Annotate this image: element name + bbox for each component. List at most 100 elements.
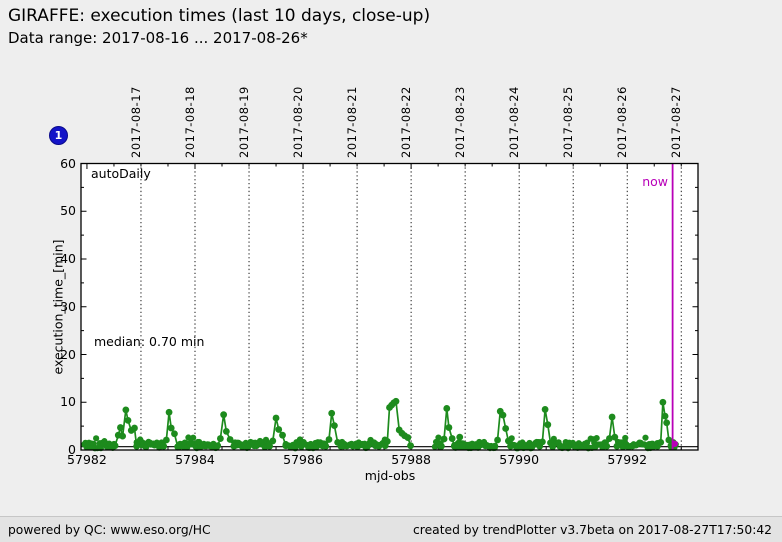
top-date-tick-label: 2017-08-22 xyxy=(399,86,414,158)
x-tick-label: 57986 xyxy=(283,452,323,467)
data-point xyxy=(404,434,412,441)
data-point xyxy=(162,436,170,444)
x-tick-label: 57988 xyxy=(391,452,431,467)
data-point xyxy=(544,421,552,429)
data-point xyxy=(279,431,286,439)
data-point xyxy=(502,425,510,432)
data-point xyxy=(160,442,168,450)
plot-frame xyxy=(80,162,699,451)
data-point xyxy=(230,442,238,450)
data-point xyxy=(269,437,277,445)
data-point xyxy=(445,424,453,431)
data-point xyxy=(491,442,499,450)
top-date-tick-label: 2017-08-19 xyxy=(237,86,252,158)
data-point xyxy=(661,412,669,420)
data-point xyxy=(659,398,667,406)
data-point xyxy=(538,438,546,446)
top-date-tick-label: 2017-08-24 xyxy=(507,86,522,158)
top-date-tick-label: 2017-08-23 xyxy=(453,86,468,158)
data-point xyxy=(117,424,124,431)
data-point xyxy=(171,430,178,438)
data-point xyxy=(642,434,649,441)
top-date-tick-label: 2017-08-17 xyxy=(128,86,143,158)
data-point xyxy=(549,442,557,450)
data-point xyxy=(657,438,665,446)
footer-bar: powered by QC: www.eso.org/HC created by… xyxy=(0,516,782,542)
y-tick-label: 0 xyxy=(68,442,76,457)
data-point xyxy=(325,436,333,443)
data-point xyxy=(220,411,228,419)
plot-index-badge[interactable]: 1 xyxy=(49,126,68,145)
data-point xyxy=(608,413,616,421)
data-point xyxy=(119,432,127,440)
data-point xyxy=(266,442,273,450)
data-point xyxy=(456,433,464,441)
data-point xyxy=(494,436,501,444)
data-point xyxy=(122,406,130,414)
data-point xyxy=(167,424,175,432)
data-point xyxy=(504,437,512,445)
top-date-tick-label: 2017-08-27 xyxy=(669,86,684,158)
data-point xyxy=(507,442,514,450)
data-point xyxy=(392,397,400,405)
data-point xyxy=(603,442,611,450)
data-point xyxy=(541,406,549,413)
data-point xyxy=(330,422,338,430)
top-date-tick-label: 2017-08-20 xyxy=(291,86,306,158)
data-point xyxy=(605,435,613,442)
data-point xyxy=(407,442,414,450)
data-point xyxy=(593,435,600,442)
data-point xyxy=(111,442,119,450)
data-point xyxy=(437,442,445,450)
footer-qc-link[interactable]: powered by QC: www.eso.org/HC xyxy=(8,522,211,537)
data-point xyxy=(443,405,451,412)
data-range-subtitle: Data range: 2017-08-16 ... 2017-08-26* xyxy=(8,29,308,47)
x-tick-label: 57990 xyxy=(499,452,540,467)
data-point xyxy=(165,408,173,416)
data-point xyxy=(222,427,230,435)
data-point xyxy=(214,442,222,450)
data-point xyxy=(499,411,507,419)
series-legend-label: autoDaily xyxy=(91,166,151,181)
page-title: GIRAFFE: execution times (last 10 days, … xyxy=(8,6,431,26)
data-point xyxy=(613,442,621,450)
data-point xyxy=(337,442,345,450)
data-point xyxy=(124,416,132,424)
plot-area xyxy=(81,163,698,450)
data-point xyxy=(328,409,336,417)
top-date-tick-label: 2017-08-21 xyxy=(345,86,360,158)
data-point xyxy=(133,442,141,450)
x-tick-label: 57992 xyxy=(607,452,648,467)
data-point xyxy=(459,442,466,450)
y-tick-label: 30 xyxy=(60,298,76,314)
y-tick-label: 40 xyxy=(60,251,76,266)
x-tick-label: 57984 xyxy=(175,452,215,467)
top-date-tick-label: 2017-08-18 xyxy=(182,86,197,158)
y-tick-label: 50 xyxy=(60,203,76,219)
y-tick-label: 20 xyxy=(60,346,76,362)
data-point xyxy=(435,434,442,441)
data-point xyxy=(216,435,224,442)
data-point xyxy=(174,443,182,451)
top-date-tick-label: 2017-08-25 xyxy=(561,86,576,158)
data-point xyxy=(663,419,671,427)
data-point xyxy=(190,434,197,441)
data-point xyxy=(272,414,280,422)
data-point xyxy=(622,434,629,442)
median-annotation: median: 0.70 min xyxy=(94,334,205,349)
top-date-tick-label: 2017-08-26 xyxy=(615,86,630,158)
now-point xyxy=(671,440,678,447)
footer-created-by: created by trendPlotter v3.7beta on 2017… xyxy=(413,522,772,537)
data-point xyxy=(185,434,192,441)
y-tick-label: 10 xyxy=(60,394,76,410)
data-point xyxy=(611,433,619,441)
data-point xyxy=(282,442,290,450)
x-tick-label: 57982 xyxy=(67,452,107,467)
now-line-label: now xyxy=(642,174,668,189)
data-point xyxy=(383,438,391,445)
data-point xyxy=(665,436,673,444)
y-tick-label: 60 xyxy=(60,155,76,171)
data-point xyxy=(226,436,234,443)
